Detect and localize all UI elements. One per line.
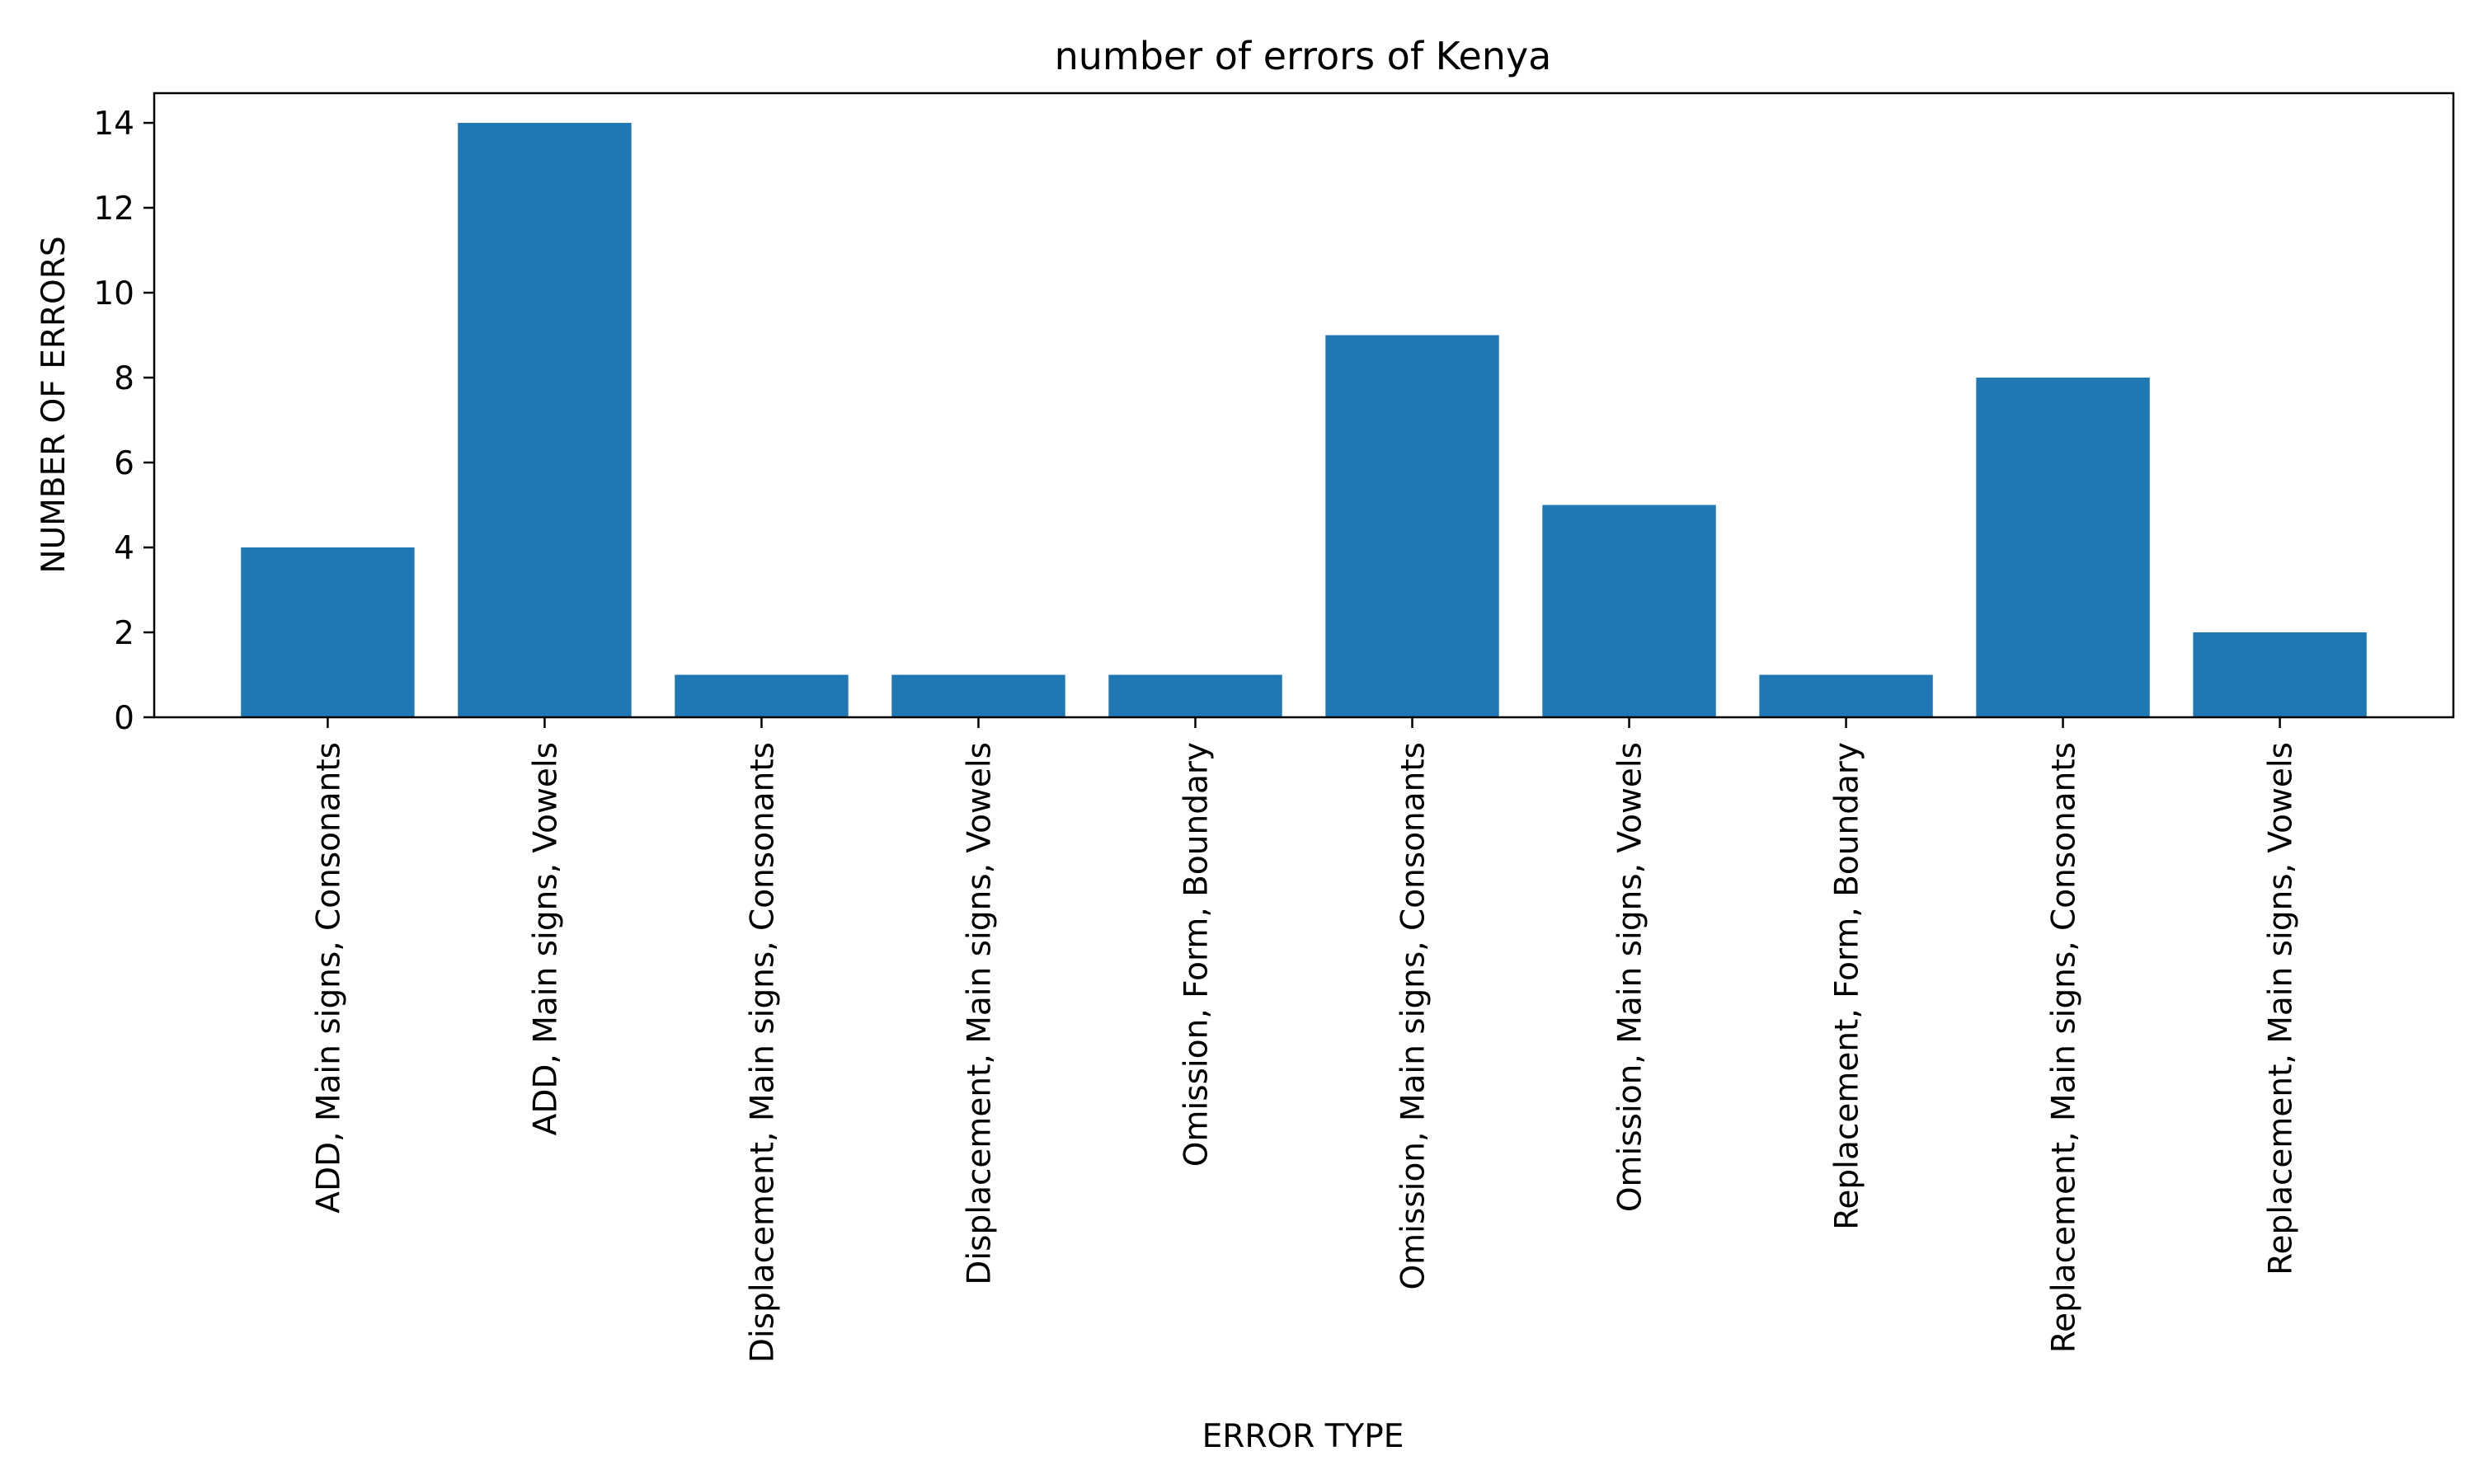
- x-tick-label: Omission, Form, Boundary: [1178, 742, 1215, 1167]
- y-tick-label: 12: [93, 190, 134, 228]
- y-tick-label: 10: [93, 275, 134, 312]
- x-tick-label: Displacement, Main signs, Consonants: [744, 742, 781, 1363]
- bar: [1759, 674, 1933, 717]
- bar: [2193, 632, 2367, 717]
- x-tick-label: ADD, Main signs, Consonants: [310, 742, 347, 1214]
- x-axis-label: ERROR TYPE: [1202, 1418, 1404, 1455]
- bar: [458, 123, 632, 718]
- chart-title: number of errors of Kenya: [1055, 34, 1552, 78]
- x-axis: ADD, Main signs, Consonants ADD, Main sig…: [310, 717, 2300, 1363]
- bar: [675, 674, 849, 717]
- bar: [1542, 505, 1716, 717]
- plot-frame: [153, 92, 2455, 719]
- y-tick-label: 8: [114, 360, 134, 397]
- bar: [1325, 335, 1499, 717]
- y-tick-label: 2: [114, 615, 134, 652]
- y-tick-label: 4: [114, 530, 134, 567]
- x-tick-label: ADD, Main signs, Vowels: [527, 742, 564, 1135]
- y-tick-label: 0: [114, 700, 134, 737]
- y-tick-label: 14: [93, 106, 134, 143]
- x-tick-label: Omission, Main signs, Consonants: [1395, 742, 1432, 1290]
- x-tick-label: Replacement, Form, Boundary: [1829, 742, 1866, 1230]
- y-axis-label: NUMBER OF ERRORS: [35, 236, 73, 573]
- x-tick-label: Replacement, Main signs, Consonants: [2046, 742, 2083, 1353]
- bar: [1108, 674, 1282, 717]
- x-tick-label: Omission, Main signs, Vowels: [1612, 742, 1649, 1212]
- x-tick-label: Displacement, Main signs, Vowels: [961, 742, 998, 1285]
- x-tick-label: Replacement, Main signs, Vowels: [2263, 742, 2300, 1275]
- y-tick-label: 6: [114, 445, 134, 482]
- bar: [1976, 378, 2150, 717]
- bars-group: [241, 123, 2367, 718]
- bar: [891, 674, 1065, 717]
- y-axis: 0 2 4 6 8 10 12 14: [93, 106, 154, 737]
- bar: [241, 547, 415, 717]
